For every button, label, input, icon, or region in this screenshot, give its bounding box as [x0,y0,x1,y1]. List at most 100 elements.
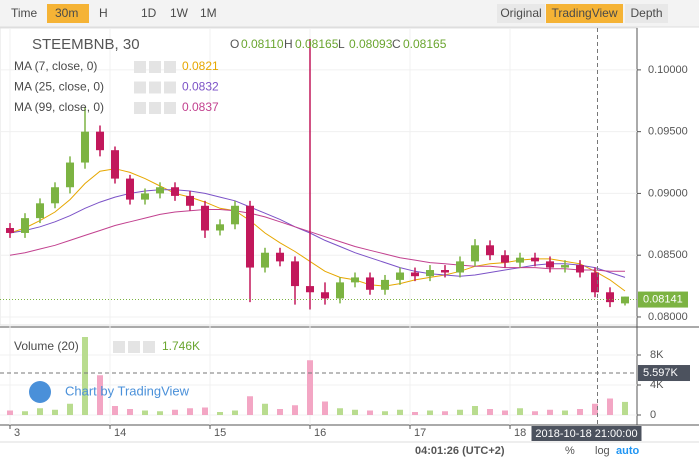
volume-bar [142,410,148,416]
candle-body [456,261,464,273]
legend-icon[interactable] [143,341,155,353]
candle-body [501,255,509,263]
candle-body [246,205,254,268]
candle-body [306,286,314,293]
candle-body [291,261,299,287]
view-button[interactable]: TradingView [551,6,617,20]
legend-icon[interactable] [134,102,146,114]
x-tick-label: 17 [414,427,426,439]
legend-icon[interactable] [149,81,161,94]
volume-tick-label: 4K [650,379,664,391]
legend-icon[interactable] [164,102,176,114]
x-tick-label: 16 [314,427,326,439]
legend-icon[interactable] [113,341,125,353]
volume-bar [397,409,403,416]
volume-bar [187,408,193,416]
legend-icon[interactable] [128,341,140,353]
volume-bar [592,403,598,416]
ma-legend-value: 0.0821 [182,59,219,73]
price-pane [0,27,638,326]
candle-body [606,292,614,303]
toolbar-button[interactable]: 1D [141,6,157,20]
candle-body [336,282,344,299]
candle-body [576,265,584,273]
ma-legend-name: MA (7, close, 0) [14,59,97,73]
volume-bar [292,405,298,416]
legend-icon[interactable] [164,61,176,73]
candle-body [141,193,149,200]
candle-body [126,178,134,200]
candle-body [6,228,14,233]
legend-icon[interactable] [164,81,176,94]
candle-body [111,150,119,179]
volume-bar [547,409,553,416]
watermark-logo [29,381,51,403]
y-tick-label: 0.09000 [648,187,688,199]
legend-icon[interactable] [149,61,161,73]
candle-body [96,131,104,151]
candle-body [381,279,389,290]
legend-icon[interactable] [149,102,161,114]
candle-body [591,272,599,293]
volume-bar [562,410,568,416]
volume-bar [517,408,523,416]
volume-bar [472,406,478,416]
y-tick-label: 0.10000 [648,64,688,76]
toolbar-button-bg [47,4,89,23]
last-price-label: 0.08141 [643,293,683,305]
candle-body [351,277,359,283]
volume-bar [382,411,388,416]
watermark: Chart by TradingView [65,383,190,398]
toolbar-button[interactable]: H [99,6,108,20]
volume-bar [622,401,628,416]
candle-body [186,195,194,206]
crosshair-date-label: 2018-10-18 21:00:00 [535,428,637,440]
view-button[interactable]: Depth [630,6,662,20]
volume-bar [307,360,313,416]
volume-bar [337,408,343,416]
candle-body [546,261,554,268]
volume-bar [97,375,103,416]
candle-body [516,257,524,263]
y-tick-label: 0.08500 [648,249,688,261]
toolbar-button[interactable]: 30m [55,6,78,20]
candle-body [441,270,449,273]
crosshair-value-label: 5.597K [643,367,679,379]
candle-body [471,245,479,262]
toolbar-button[interactable]: Time [11,6,38,20]
ohlc-value: 0.08165 [403,37,447,51]
x-tick-label: 14 [114,427,126,439]
volume-bar [487,409,493,416]
legend-icon[interactable] [134,61,146,73]
candle-body [201,205,209,231]
legend-icon[interactable] [134,81,146,94]
toolbar-button[interactable]: 1W [170,6,189,20]
candle-body [21,218,29,233]
volume-bar [7,410,13,416]
volume-legend-name: Volume (20) [14,339,79,353]
volume-bar [52,409,58,416]
ohlc-key: L [338,37,345,51]
view-button[interactable]: Original [500,6,541,20]
toolbar-button[interactable]: 1M [200,6,217,20]
candle-body [426,270,434,277]
volume-tick-label: 8K [650,349,664,361]
volume-bar [232,410,238,416]
volume-bar [247,396,253,416]
volume-bar [577,409,583,416]
volume-bar [202,407,208,416]
volume-bar [22,411,28,416]
ohlc-key: C [392,37,401,51]
status-button[interactable]: log [595,445,610,457]
ma-legend-value: 0.0832 [182,80,219,94]
volume-bar [67,403,73,416]
volume-bar [172,409,178,416]
status-button[interactable]: auto [616,445,640,457]
view-button-bg [625,4,668,23]
view-button-bg [546,4,623,23]
status-button[interactable]: % [565,445,575,457]
candle-body [531,257,539,262]
volume-bar [532,411,538,416]
crosshair-value-box [638,365,690,382]
